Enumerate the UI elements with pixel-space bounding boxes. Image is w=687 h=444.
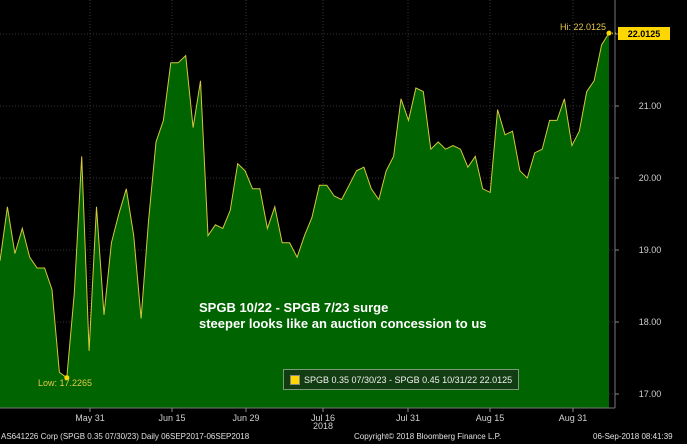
annotation-line-2: steeper looks like an auction concession… <box>199 316 487 331</box>
footer-center: Copyright© 2018 Bloomberg Finance L.P. <box>354 432 502 441</box>
x-axis-ticks: May 31 Jun 15 Jun 29 Jul 16 Jul 31 Aug 15 Aug … <box>75 408 587 423</box>
legend: SPGB 0.35 07/30/23 - SPGB 0.45 10/31/22 … <box>283 369 520 390</box>
high-label: Hi: 22.0125 <box>560 22 606 32</box>
series-line <box>0 32 610 379</box>
annotation-line-1: SPGB 10/22 - SPGB 7/23 surge <box>199 300 388 315</box>
y-tick-label: 20.00 <box>639 173 662 183</box>
y-tick-label: 21.00 <box>639 101 662 111</box>
low-label: Low: 17.2265 <box>38 378 92 388</box>
x-tick-label: Jul 31 <box>396 413 420 423</box>
series-area <box>0 33 609 408</box>
footer-left: AS641226 Corp (SPGB 0.35 07/30/23) Daily… <box>1 432 250 441</box>
x-tick-label: Aug 15 <box>476 413 505 423</box>
last-value-label: 22.0125 <box>628 29 661 39</box>
legend-label: SPGB 0.35 07/30/23 - SPGB 0.45 10/31/22 … <box>304 374 513 385</box>
x-tick-label: Aug 31 <box>559 413 588 423</box>
legend-swatch <box>290 374 300 385</box>
y-tick-label: 17.00 <box>639 389 662 399</box>
x-tick-label: Jun 29 <box>232 413 259 423</box>
x-tick-label: Jun 15 <box>158 413 185 423</box>
last-value-box <box>618 27 670 40</box>
x-year-label: 2018 <box>313 421 333 431</box>
footer-right: 06-Sep-2018 08:41:39 <box>593 432 673 441</box>
y-tick-label: 19.00 <box>639 245 662 255</box>
low-marker <box>64 375 70 381</box>
x-tick-label: May 31 <box>75 413 105 423</box>
high-marker <box>606 30 612 36</box>
y-tick-label: 18.00 <box>639 317 662 327</box>
x-tick-label: Jul 16 <box>311 413 335 423</box>
